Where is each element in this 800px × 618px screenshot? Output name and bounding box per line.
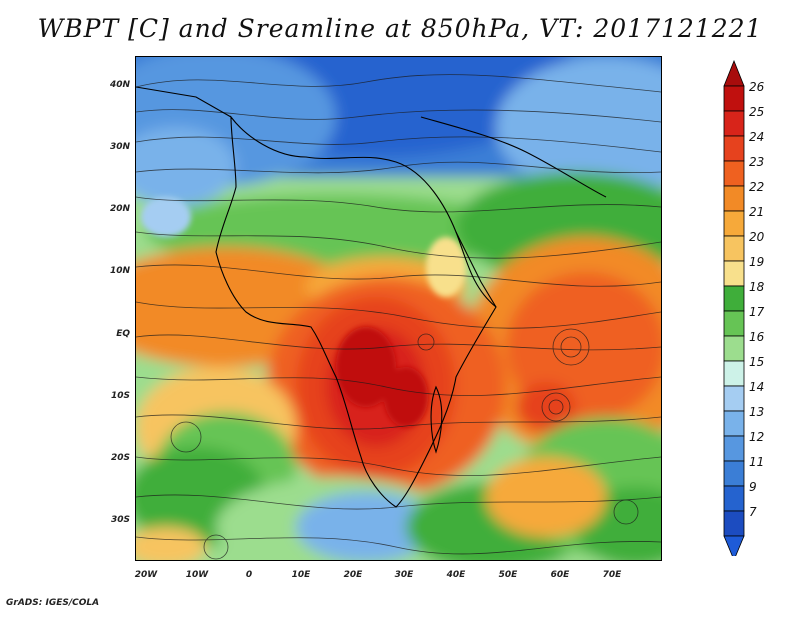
colorbar-label: 17 <box>749 305 765 319</box>
lat-label-20n: 20N <box>109 204 130 214</box>
colorbar-segment <box>723 335 745 362</box>
colorbar-segment <box>723 285 745 312</box>
colorbar-segment <box>723 360 745 387</box>
colorbar-segment <box>723 310 745 337</box>
colorbar-segment <box>723 135 745 162</box>
colorbar <box>723 59 745 562</box>
lat-label-10s: 10S <box>110 391 130 401</box>
colorbar-label: 21 <box>749 205 765 219</box>
lat-label-10n: 10N <box>109 266 130 276</box>
colorbar-segment <box>723 510 745 537</box>
lon-label-70e: 70E <box>602 570 622 580</box>
colorbar-segment <box>723 410 745 437</box>
lon-label-20e: 20E <box>343 570 363 580</box>
colorbar-label: 26 <box>749 80 765 94</box>
colorbar-label: 22 <box>749 180 765 194</box>
lat-label-30s: 30S <box>110 515 130 525</box>
lon-label-50e: 50E <box>498 570 518 580</box>
chart-title: WBPT [C] and Sreamline at 850hPa, VT: 20… <box>37 14 763 43</box>
colorbar-segment <box>723 185 745 212</box>
map-panel[interactable] <box>135 56 662 561</box>
colorbar-top-arrow <box>723 59 745 87</box>
lon-label-30e: 30E <box>394 570 414 580</box>
colorbar-segment <box>723 235 745 262</box>
colorbar-segment <box>723 485 745 512</box>
colorbar-label: 18 <box>749 280 765 294</box>
lat-label-20s: 20S <box>110 453 130 463</box>
colorbar-label: 11 <box>749 455 765 469</box>
colorbar-label: 16 <box>749 330 765 344</box>
colorbar-segment <box>723 110 745 137</box>
colorbar-label: 25 <box>749 105 765 119</box>
lat-label-30n: 30N <box>109 142 130 152</box>
colorbar-segment <box>723 460 745 487</box>
colorbar-segment <box>723 435 745 462</box>
colorbar-label: 20 <box>749 230 765 244</box>
colorbar-label: 9 <box>749 480 757 494</box>
colorbar-segment <box>723 385 745 412</box>
colorbar-segment <box>723 210 745 237</box>
wbpt-field <box>136 57 661 560</box>
colorbar-label: 7 <box>749 505 757 519</box>
lon-label-10w: 10W <box>185 570 209 580</box>
colorbar-label: 12 <box>749 430 765 444</box>
colorbar-label: 24 <box>749 130 765 144</box>
colorbar-label: 19 <box>749 255 765 269</box>
colorbar-label: 14 <box>749 380 765 394</box>
colorbar-label: 23 <box>749 155 765 169</box>
lat-label-40n: 40N <box>109 80 130 90</box>
colorbar-bottom-arrow <box>723 535 745 562</box>
lon-label-0: 0 <box>245 570 253 580</box>
lon-label-60e: 60E <box>550 570 570 580</box>
colorbar-label: 15 <box>749 355 765 369</box>
grads-credit: GrADS: IGES/COLA <box>6 598 100 608</box>
colorbar-graphic <box>723 59 745 562</box>
colorbar-segment <box>723 160 745 187</box>
lon-label-20w: 20W <box>134 570 158 580</box>
colorbar-segment <box>723 260 745 287</box>
lat-label-eq: EQ <box>116 329 130 339</box>
lon-label-40e: 40E <box>446 570 466 580</box>
lon-label-10e: 10E <box>291 570 311 580</box>
colorbar-label: 13 <box>749 405 765 419</box>
colorbar-segment <box>723 85 745 112</box>
